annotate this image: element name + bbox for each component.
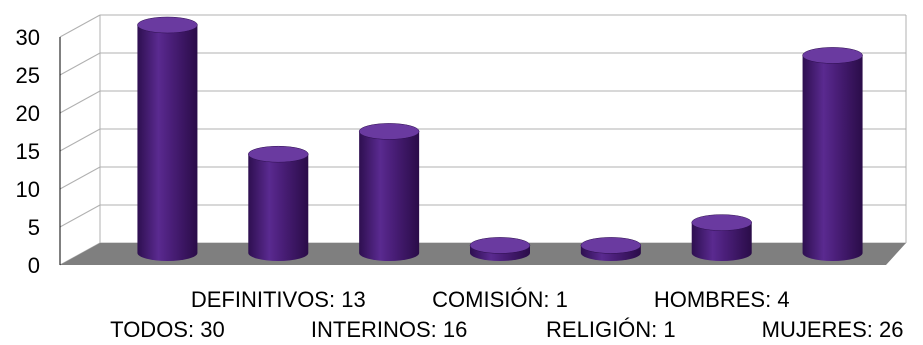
side-gridline: [59, 90, 101, 114]
category-labels: TODOS: 30 DEFINITIVOS: 13 INTERINOS: 16 COM…: [110, 287, 903, 342]
side-gridline: [59, 166, 101, 190]
y-tick-label: 30: [16, 25, 40, 50]
side-gridline: [59, 14, 101, 38]
side-gridline: [59, 204, 101, 228]
y-tick-label: 10: [16, 177, 40, 202]
y-tick-label: 15: [16, 139, 40, 164]
category-label: HOMBRES: 4: [654, 287, 790, 312]
bar: [802, 47, 863, 262]
bar-top: [802, 47, 863, 64]
bar: [691, 214, 752, 261]
category-label: INTERINOS: 16: [311, 317, 467, 342]
category-label: DEFINITIVOS: 13: [191, 287, 366, 312]
bar-top: [248, 145, 309, 163]
bar-body: [137, 25, 198, 261]
y-tick-label: 25: [16, 63, 40, 88]
bar-body: [248, 154, 309, 261]
category-label: TODOS: 30: [110, 317, 225, 342]
bar: [137, 16, 198, 261]
category-label: RELIGIÓN: 1: [546, 317, 676, 342]
bar-body: [691, 222, 752, 261]
category-label: MUJERES: 26: [762, 317, 904, 342]
bars: [137, 16, 863, 262]
bar: [248, 145, 309, 261]
bar-body: [802, 55, 863, 262]
y-tick-label: 5: [28, 215, 40, 240]
bar-top: [137, 16, 198, 34]
bar: [358, 123, 420, 261]
y-tick-label: 20: [16, 101, 40, 126]
side-gridline: [59, 52, 101, 76]
y-tick-label: 0: [28, 253, 40, 278]
bar: [469, 237, 531, 261]
category-label: COMISIÓN: 1: [432, 287, 568, 312]
bar-top: [691, 214, 752, 231]
y-axis: 0 5 10 15 20 25 30: [16, 25, 61, 278]
bar-top: [358, 123, 420, 140]
bar: [580, 237, 642, 261]
side-gridline: [59, 128, 101, 152]
bar-top: [469, 237, 531, 254]
bar-body: [359, 131, 420, 261]
bar-top: [580, 237, 642, 254]
